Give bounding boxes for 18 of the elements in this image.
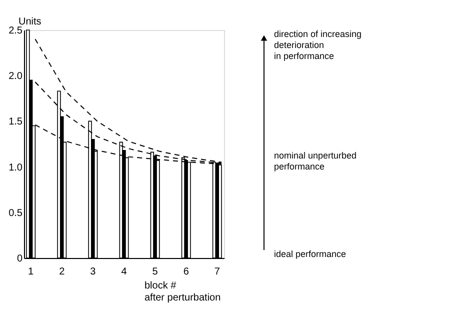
text: ideal performance: [274, 249, 346, 259]
y-tick-label: 2.0: [8, 71, 23, 82]
x-tick-label: 2: [59, 266, 66, 278]
x-tick-label: 3: [90, 266, 96, 278]
y-tick-label: 2.5: [8, 26, 23, 36]
text: nominal unperturbed performance: [274, 150, 357, 172]
y-tick-label: 1.5: [8, 116, 23, 128]
text: direction of increasing deterioration in performance: [274, 29, 362, 61]
x-tick-label: 6: [183, 266, 190, 278]
x-tick-label: 7: [214, 266, 220, 278]
y-tick-label: 0: [16, 254, 23, 264]
x-tick-label: 5: [152, 266, 158, 278]
y-axis-title: Units: [18, 16, 42, 28]
y-tick-label: 0.5: [8, 208, 23, 219]
y-tick-label: 1.0: [8, 162, 23, 174]
x-axis-title: block # after perturbation: [144, 280, 221, 304]
x-tick-label: 4: [121, 266, 128, 278]
x-tick-label: 1: [28, 266, 34, 278]
